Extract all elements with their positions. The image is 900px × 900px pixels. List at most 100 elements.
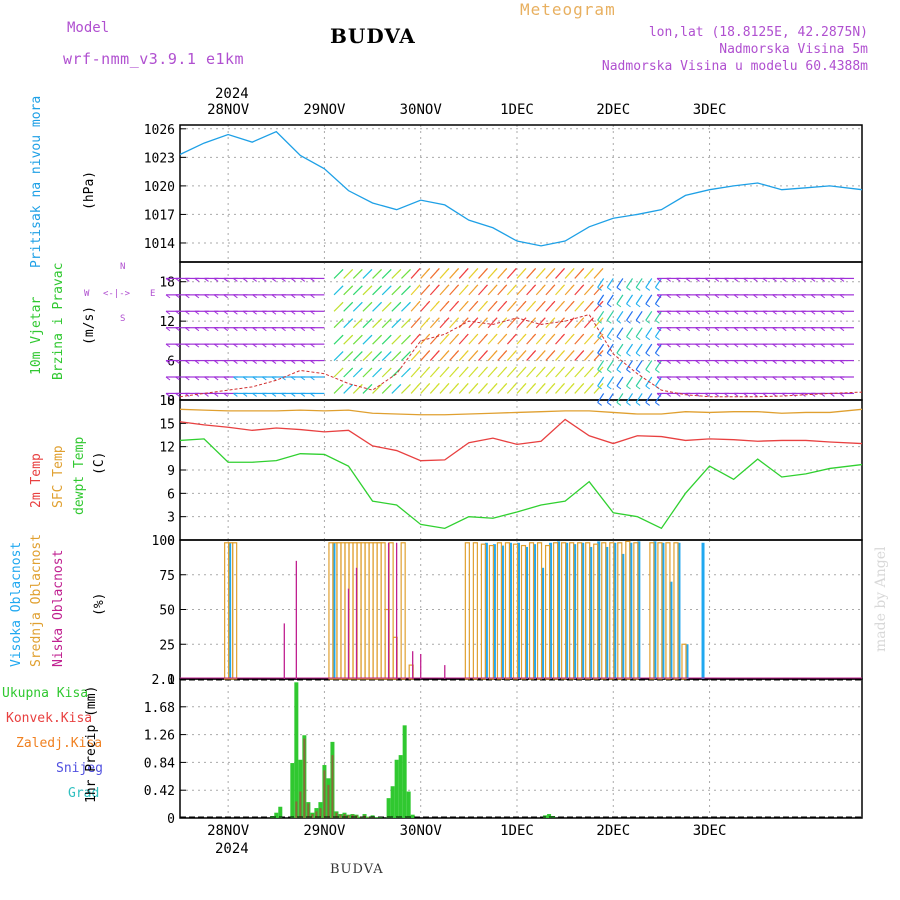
- y-tick-label: 0.84: [144, 756, 175, 771]
- wind-barb-feather: [493, 300, 498, 305]
- y-tick-label: 0: [167, 394, 175, 409]
- wind-barb-feather: [310, 360, 315, 364]
- wind-barb-feather: [655, 319, 660, 324]
- wind-barb-feather: [464, 333, 469, 338]
- wind-barb-feather: [801, 360, 806, 364]
- cloud-high-bar: [484, 542, 488, 679]
- wind-barb-feather: [675, 294, 681, 299]
- wind-barb-feather: [281, 343, 286, 348]
- cloud-mid-bar: [633, 542, 639, 680]
- wind-barb-feather: [339, 351, 344, 355]
- wind-barb-feather: [358, 367, 363, 372]
- precip-conv-bar: [359, 817, 362, 818]
- wind-barb-feather: [310, 376, 315, 381]
- wind-barb-feather: [368, 285, 373, 290]
- wind-barb-feather: [791, 343, 797, 348]
- wind-barb-feather: [194, 278, 200, 282]
- precip-total-bar: [394, 759, 399, 818]
- wind-barb-feather: [570, 333, 575, 338]
- wind-barb-feather: [358, 334, 363, 339]
- cloud-mid-bar: [536, 542, 543, 680]
- wind-barb-feather: [551, 366, 556, 371]
- wind-barb-feather: [175, 310, 180, 315]
- wind-barb-feather: [175, 393, 180, 397]
- wind-barb-feather: [810, 360, 816, 364]
- cloud-mid-bar: [617, 542, 623, 680]
- y-tick-label: 18: [159, 276, 175, 291]
- wind-barb-feather: [801, 376, 806, 381]
- wind-barb-feather: [435, 350, 440, 354]
- wind-barb-feather: [666, 278, 671, 282]
- wind-barb-feather: [426, 284, 431, 289]
- wind-speed-line: [179, 313, 863, 398]
- wind-barb-feather: [522, 366, 527, 371]
- wind-barb-feather: [724, 343, 729, 348]
- wind-barb-feather: [839, 278, 845, 282]
- wind-barb-feather: [358, 301, 363, 306]
- wind-barb: [616, 393, 624, 403]
- cloud-high-bar: [492, 544, 496, 679]
- wind-barb-feather: [635, 287, 641, 291]
- x-day-label-top: 1DEC: [500, 102, 534, 118]
- wind-barb-feather: [223, 327, 229, 332]
- dewpt-line: [179, 438, 863, 530]
- wind-barb-feather: [772, 278, 777, 282]
- wind-barb-feather: [675, 393, 681, 397]
- wind-barb-feather: [368, 384, 373, 388]
- wind-barb-feather: [685, 310, 691, 315]
- cloud-mid-bar: [488, 544, 495, 680]
- wind-barb-feather: [561, 383, 565, 387]
- wind-barb-feather: [290, 310, 296, 315]
- precip-total-label: Ukupna Kisa: [2, 686, 89, 701]
- wind-barb-feather: [290, 278, 296, 282]
- cloud-mid-bar: [544, 544, 551, 680]
- wind-barb-feather: [645, 336, 651, 341]
- wind-barb-feather: [743, 310, 748, 315]
- wind-barb-feather: [455, 284, 459, 289]
- wind-barb: [616, 327, 624, 338]
- y-tick-label: 6: [167, 355, 175, 370]
- wind-barb-feather: [704, 327, 710, 332]
- wind-barb-feather: [252, 393, 257, 397]
- wind-barb-feather: [484, 350, 488, 354]
- wind-barb: [597, 343, 605, 354]
- wind-barb-feather: [733, 343, 739, 348]
- wind-barb-feather: [416, 317, 421, 322]
- footer-station: BUDVA: [330, 862, 384, 877]
- precip-conv-bar: [319, 808, 322, 818]
- wind-barb-feather: [233, 376, 238, 381]
- wind-barb-feather: [416, 300, 421, 305]
- precip-conv-bar: [307, 803, 310, 818]
- wind-barb-feather: [300, 360, 306, 364]
- y-tick-label: 0: [167, 812, 175, 827]
- wind-barb-feather: [204, 376, 209, 381]
- wind-barb-feather: [570, 366, 575, 371]
- cloud-high-bar: [685, 644, 689, 679]
- wind-barb-feather: [213, 294, 219, 299]
- wind-barb-feather: [704, 278, 710, 282]
- wind-barb-feather: [597, 319, 602, 324]
- wind-barb: [626, 343, 634, 354]
- precip-conv-bar: [331, 755, 334, 818]
- wind-barb-feather: [223, 278, 229, 282]
- wind-barb: [597, 393, 605, 403]
- wind-barb-feather: [655, 402, 660, 406]
- lonlat-label: lon,lat (18.8125E, 42.2875N): [648, 25, 868, 40]
- wind-barb: [606, 327, 614, 338]
- wind-barb-feather: [261, 278, 267, 282]
- wind-barb-feather: [791, 376, 797, 381]
- wind-barb-feather: [695, 327, 700, 332]
- wind-barb-feather: [213, 376, 219, 381]
- wind-barb-feather: [261, 294, 267, 299]
- wind-barb-feather: [597, 369, 602, 373]
- wind-barb-feather: [590, 284, 594, 289]
- wind-barb-feather: [233, 278, 238, 282]
- wind-barb-feather: [626, 402, 631, 406]
- wind-barb-feather: [416, 268, 421, 272]
- wind-barb-feather: [724, 310, 729, 315]
- cloud-high-bar: [661, 542, 665, 679]
- wind-barb-feather: [753, 310, 758, 315]
- wind-barb-feather: [493, 383, 498, 387]
- cloud-high-bar: [637, 541, 641, 679]
- wind-barb-feather: [455, 268, 459, 272]
